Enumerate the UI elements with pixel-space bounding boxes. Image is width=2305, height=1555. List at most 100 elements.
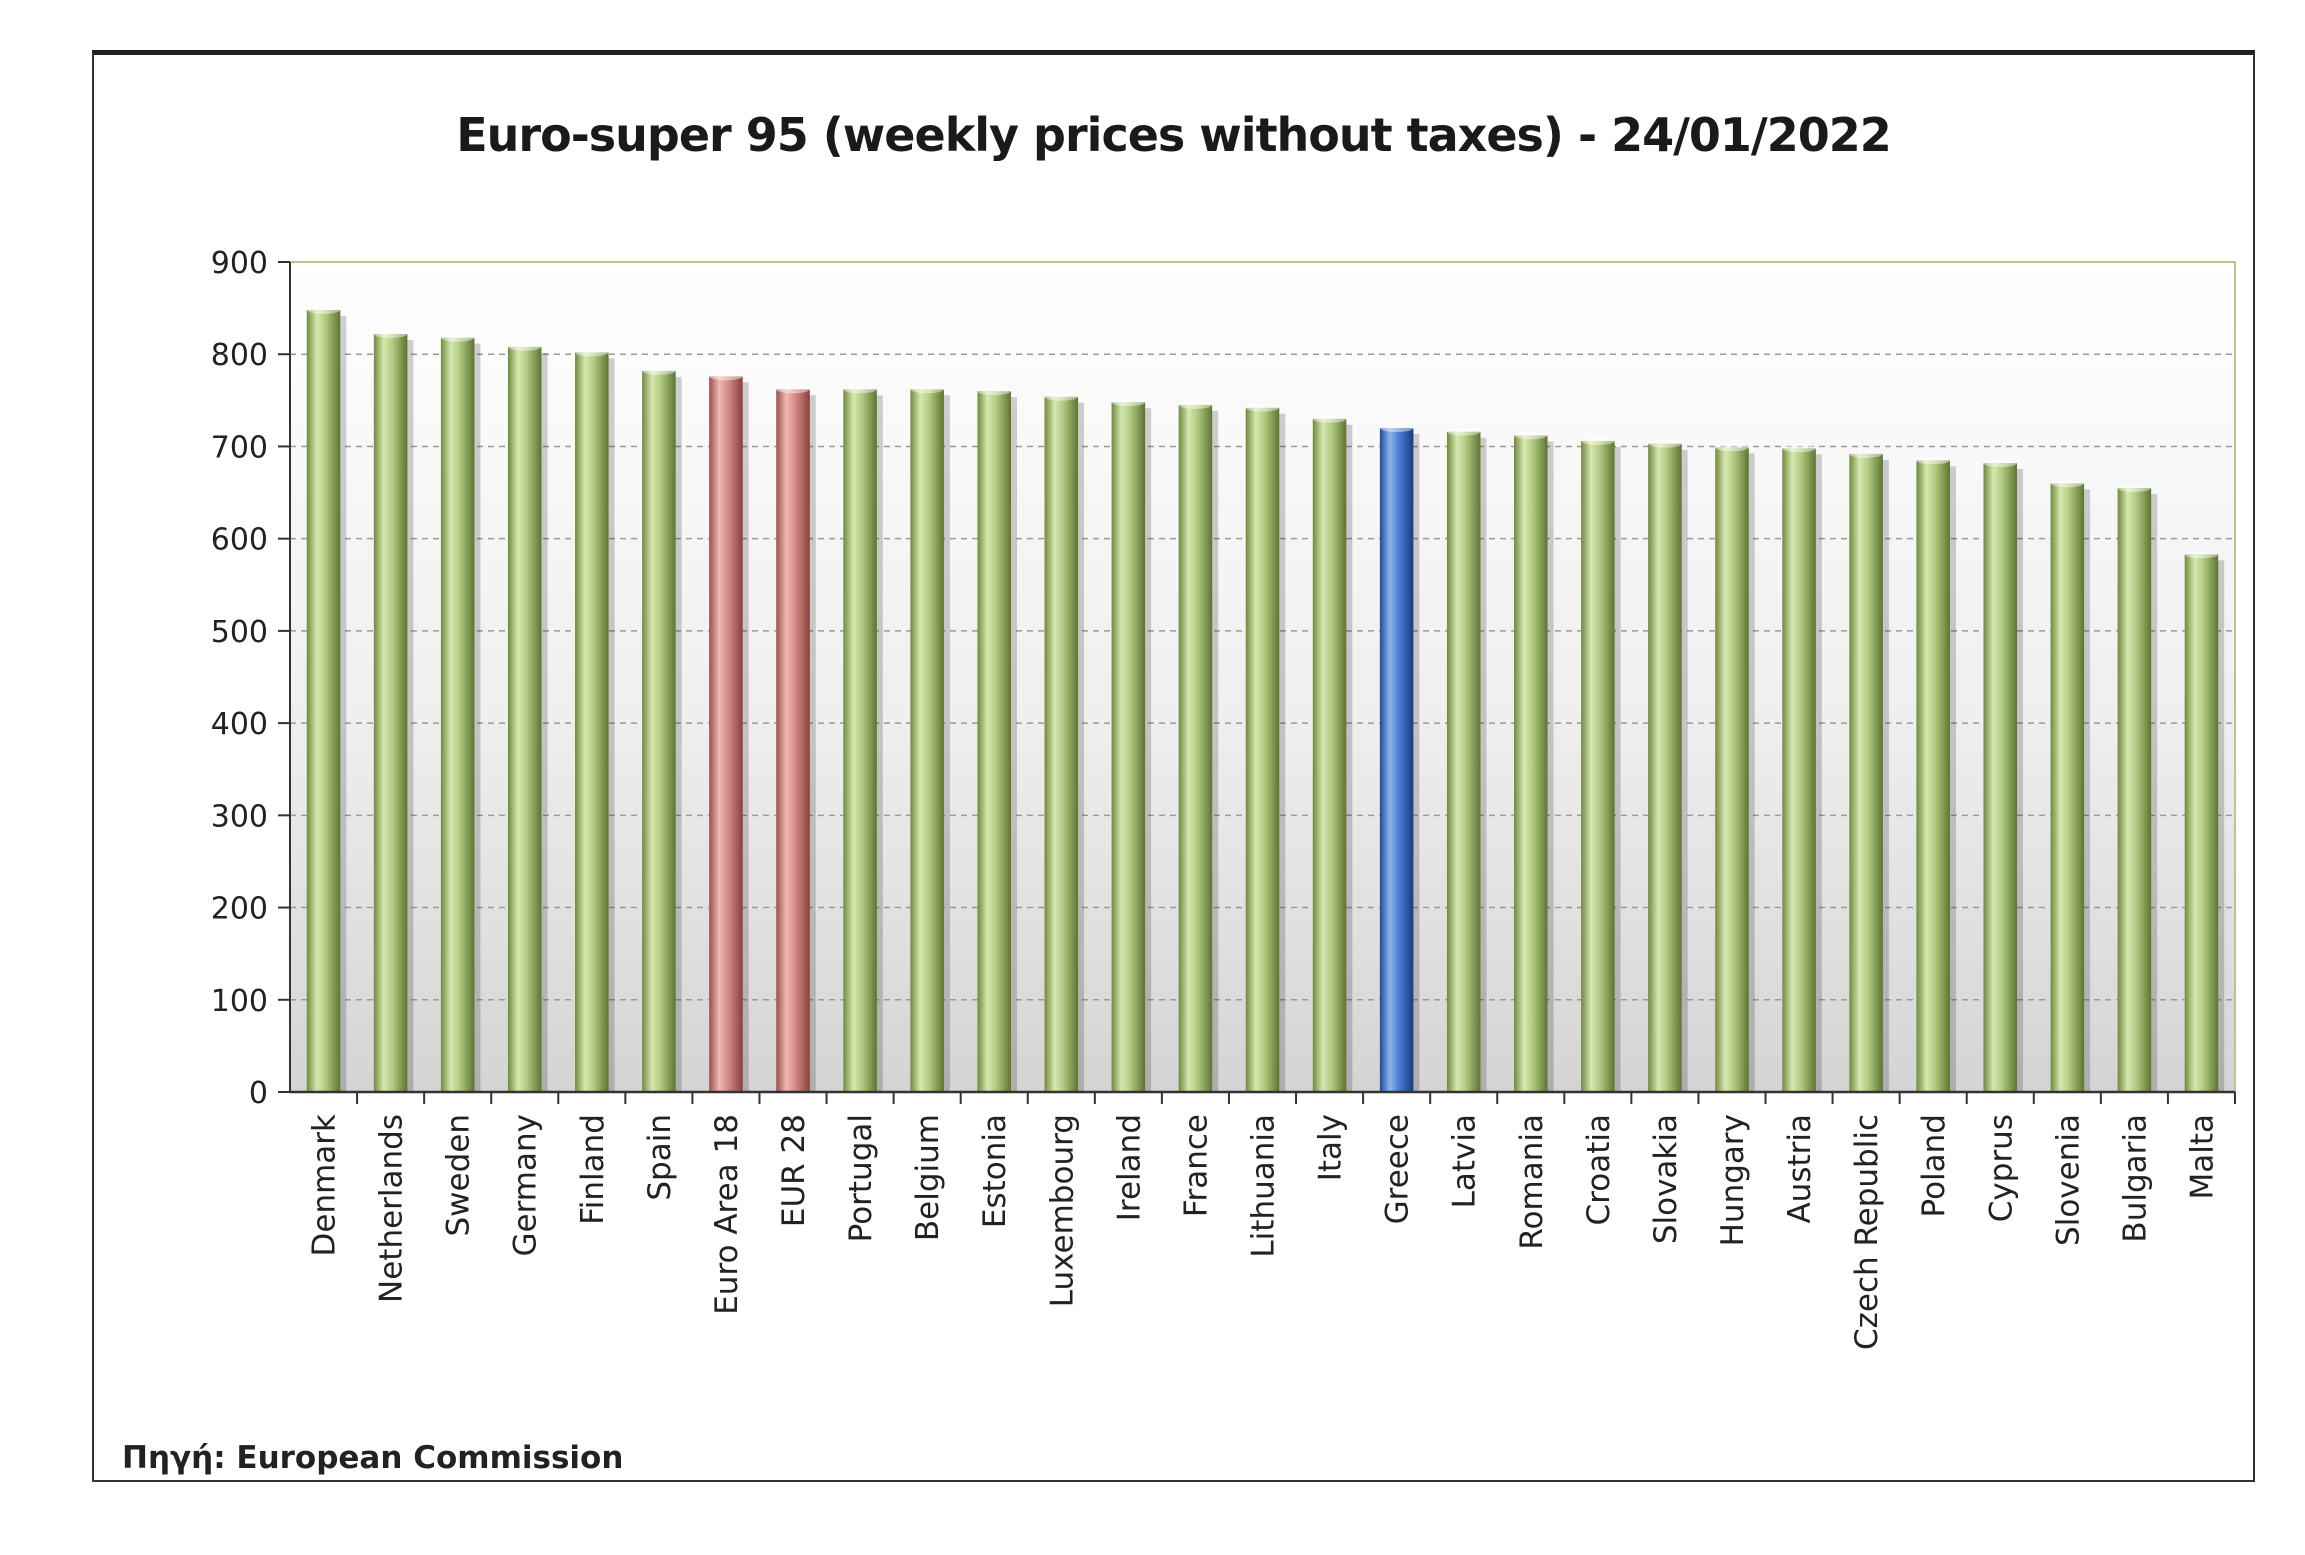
bar-cap xyxy=(776,385,810,394)
bar xyxy=(1312,414,1353,1092)
y-tick-label: 300 xyxy=(211,799,268,834)
bar xyxy=(1983,459,2024,1092)
x-tick-label: Denmark xyxy=(307,1114,343,1257)
bar-cap xyxy=(1782,444,1816,453)
x-tick-label: Luxembourg xyxy=(1044,1114,1080,1307)
bar-cap xyxy=(1916,456,1950,465)
bar-slovenia xyxy=(2050,483,2085,1092)
x-tick-label: Croatia xyxy=(1581,1114,1617,1225)
bar-greece xyxy=(1379,428,1414,1092)
y-tick-label: 0 xyxy=(249,1076,268,1111)
bar-cap xyxy=(642,366,676,375)
x-tick-label: Sweden xyxy=(441,1114,477,1237)
x-tick-label: Slovakia xyxy=(1648,1114,1684,1244)
bar-cap xyxy=(1379,424,1414,432)
bar xyxy=(1178,400,1219,1092)
x-tick-label: France xyxy=(1178,1114,1214,1217)
bar xyxy=(1782,444,1822,1092)
bar-cap xyxy=(1581,436,1615,445)
bar xyxy=(843,385,883,1092)
bar xyxy=(1379,424,1420,1092)
bar-cap xyxy=(1312,414,1347,423)
bar-cap xyxy=(2117,483,2152,492)
bar-cap xyxy=(1849,449,1883,458)
x-tick-label: Ireland xyxy=(1111,1114,1147,1221)
bar-belgium xyxy=(910,389,944,1092)
bar-cap xyxy=(507,342,542,351)
source-note: Πηγή: European Commission xyxy=(122,1440,624,1476)
bar-latvia xyxy=(1446,431,1481,1092)
bar-luxembourg xyxy=(1044,396,1079,1093)
bar-austria xyxy=(1782,448,1816,1092)
bar-croatia xyxy=(1581,440,1615,1092)
bar-sweden xyxy=(440,337,475,1093)
bar-finland xyxy=(575,352,609,1092)
bar xyxy=(642,366,682,1092)
bar-cap xyxy=(2184,550,2219,559)
x-tick-label: Spain xyxy=(642,1114,678,1201)
bar-romania xyxy=(1514,435,1548,1092)
x-tick-label: Euro Area 18 xyxy=(709,1114,745,1315)
bar xyxy=(373,329,414,1092)
x-tick-label: Cyprus xyxy=(1983,1114,2019,1222)
bar-estonia xyxy=(977,391,1011,1093)
bar-czech-republic xyxy=(1849,453,1883,1092)
bar xyxy=(1648,439,1688,1093)
bar-cap xyxy=(306,305,341,314)
bar-denmark xyxy=(306,309,341,1092)
x-tick-label: Latvia xyxy=(1447,1114,1483,1208)
x-tick-label: Belgium xyxy=(910,1114,946,1241)
x-tick-label: Romania xyxy=(1514,1114,1550,1250)
bar xyxy=(1245,403,1286,1092)
y-tick-label: 100 xyxy=(211,984,268,1019)
bar-germany xyxy=(507,346,542,1092)
bar xyxy=(1849,449,1889,1092)
x-tick-label: Portugal xyxy=(843,1114,879,1242)
x-tick-label: Finland xyxy=(575,1114,611,1225)
bar xyxy=(1916,456,1956,1092)
bar-cap xyxy=(910,385,944,394)
bar-cap xyxy=(843,385,877,394)
bar-cap xyxy=(2050,479,2085,488)
x-tick-label: EUR 28 xyxy=(776,1114,812,1227)
bar-netherlands xyxy=(373,333,408,1092)
bar-cap xyxy=(1245,403,1280,412)
x-tick-label: Estonia xyxy=(977,1114,1013,1228)
bar-spain xyxy=(642,370,676,1092)
axes xyxy=(278,261,2236,1104)
bar-cap xyxy=(1648,439,1682,448)
bar-cap xyxy=(1715,443,1749,452)
x-tick-label: Greece xyxy=(1380,1114,1416,1224)
bar xyxy=(1715,443,1755,1092)
bar-hungary xyxy=(1715,447,1749,1092)
bar xyxy=(709,372,749,1092)
y-tick-label: 500 xyxy=(211,615,268,650)
bar xyxy=(2050,479,2091,1092)
x-tick-label: Netherlands xyxy=(374,1114,410,1303)
x-tick-label: Italy xyxy=(1313,1114,1349,1181)
bar-cap xyxy=(1446,427,1481,436)
bar-bulgaria xyxy=(2117,487,2152,1092)
bar xyxy=(1514,431,1554,1092)
bar-cap xyxy=(1111,398,1146,407)
x-tick-label: Slovenia xyxy=(2050,1114,2086,1246)
bar-ireland xyxy=(1111,402,1146,1093)
x-tick-label: Germany xyxy=(508,1114,544,1256)
bar-euro-area-18 xyxy=(709,376,743,1092)
y-tick-label: 400 xyxy=(211,707,268,742)
bar xyxy=(1446,427,1487,1092)
bar-cap xyxy=(1983,459,2018,468)
x-tick-label: Lithuania xyxy=(1246,1114,1282,1258)
bar-cap xyxy=(709,372,743,381)
bar-slovakia xyxy=(1648,443,1682,1093)
x-tick-label: Bulgaria xyxy=(2117,1114,2153,1243)
bar xyxy=(776,385,816,1092)
bar-malta xyxy=(2184,554,2219,1092)
x-tick-label: Hungary xyxy=(1715,1114,1751,1246)
bar-cap xyxy=(373,329,408,338)
x-tick-label: Poland xyxy=(1916,1114,1952,1218)
y-tick-label: 200 xyxy=(211,892,268,927)
y-tick-label: 800 xyxy=(211,338,268,373)
y-tick-labels: 0 100 200 300 400 500 600 700 800 900 xyxy=(211,246,268,1111)
bar xyxy=(1111,398,1152,1093)
